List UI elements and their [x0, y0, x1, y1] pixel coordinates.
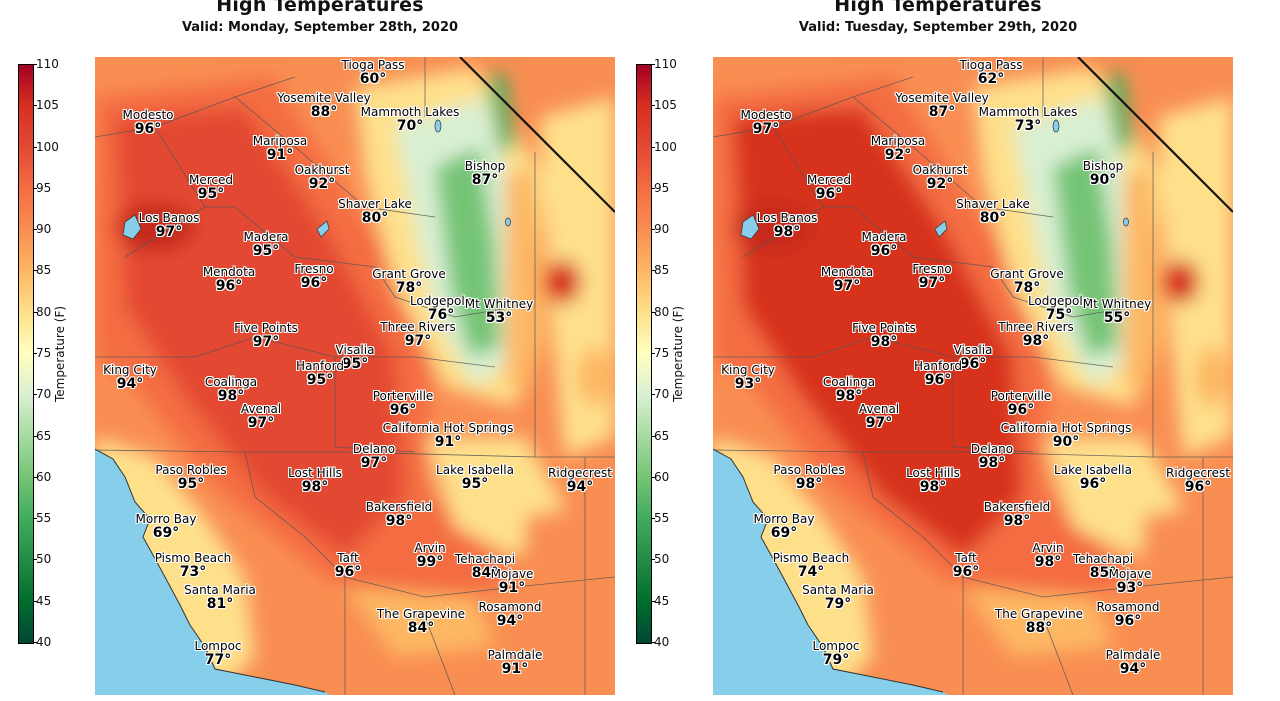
colorbar-tick-label: 45: [36, 593, 52, 608]
colorbar-tick-label: 95: [36, 180, 52, 195]
colorbar-tick-mark: [651, 311, 655, 313]
colorbar-tick-mark: [33, 270, 37, 272]
colorbar-tick-label: 100: [36, 139, 59, 154]
colorbar-tick-mark: [651, 105, 655, 107]
colorbar-tick-label: 40: [36, 635, 52, 649]
colorbar-tick-mark: [651, 146, 655, 148]
colorbar-tick-label: 60: [36, 469, 52, 484]
colorbar-tick-mark: [33, 146, 37, 148]
colorbar-tick-mark: [33, 518, 37, 520]
colorbar-tick-mark: [651, 187, 655, 189]
map-base: [713, 57, 1233, 695]
colorbar-tick-label: 45: [654, 593, 670, 608]
map-title: High Temperatures: [216, 0, 424, 16]
colorbar-tick-mark: [651, 476, 655, 478]
colorbar-tick-mark: [651, 642, 655, 643]
colorbar-tick-label: 90: [36, 222, 52, 237]
colorbar-tick-mark: [651, 435, 655, 437]
colorbar-tick-label: 75: [36, 346, 52, 360]
colorbar-label: Temperature (F): [671, 305, 685, 403]
colorbar-tick-mark: [33, 187, 37, 189]
map-base: [95, 57, 615, 695]
colorbar-label: Temperature (F): [53, 305, 67, 403]
colorbar-tick-label: 50: [36, 552, 52, 567]
colorbar-tick-mark: [33, 105, 37, 107]
colorbar-tick-mark: [651, 270, 655, 272]
colorbar-tick-label: 90: [654, 222, 670, 237]
colorbar-gradient: [636, 64, 652, 644]
temperature-map: Tioga Pass 62° Yosemite Valley 87° Mammoth L…: [713, 57, 1233, 695]
colorbar-tick-label: 70: [654, 387, 670, 402]
colorbar-tick-mark: [33, 476, 37, 478]
colorbar-tick-mark: [33, 229, 37, 231]
map-subtitle: Valid: Tuesday, September 29th, 2020: [798, 20, 1078, 35]
colorbar-tick-label: 85: [36, 263, 52, 278]
colorbar-tick-mark: [33, 600, 37, 602]
colorbar-tick-mark: [33, 559, 37, 561]
colorbar-tick-label: 75: [654, 346, 670, 360]
colorbar-tick-label: 110: [654, 57, 677, 71]
colorbar-tick-label: 105: [36, 98, 59, 113]
colorbar-tick-label: 40: [654, 635, 670, 649]
colorbar-tick-label: 110: [36, 57, 59, 71]
colorbar-tick-label: 70: [36, 387, 52, 402]
colorbar-tick-label: 85: [654, 263, 670, 278]
colorbar-tick-mark: [33, 394, 37, 396]
colorbar-tick-mark: [651, 394, 655, 396]
colorbar-tick-mark: [651, 600, 655, 602]
colorbar-tick-label: 55: [654, 511, 670, 526]
colorbar-tick-label: 50: [654, 552, 670, 567]
colorbar-tick-label: 100: [654, 139, 677, 154]
colorbar-tick-label: 65: [36, 428, 52, 443]
map-subtitle: Valid: Monday, September 28th, 2020: [181, 20, 459, 35]
colorbar-tick-label: 80: [36, 304, 52, 319]
colorbar-tick-mark: [33, 64, 37, 65]
colorbar: 110 105 100 95 90 85 80 75 70 65 60 55 50 45 40 Temper…: [634, 57, 694, 649]
colorbar-tick-label: 95: [654, 180, 670, 195]
map-title: High Temperatures: [834, 0, 1042, 16]
colorbar-tick-mark: [33, 311, 37, 313]
temperature-map: Tioga Pass 60° Yosemite Valley 88° Mammoth L…: [95, 57, 615, 695]
colorbar-tick-mark: [33, 642, 37, 643]
map-panel-tuesday: High Temperatures Valid: Tuesday, Septem…: [618, 0, 1258, 701]
colorbar-tick-label: 60: [654, 469, 670, 484]
colorbar-tick-label: 65: [654, 428, 670, 443]
colorbar: 110 105 100 95 90 85 80 75 70 65 60 55 50 45 40 Temper…: [16, 57, 76, 649]
colorbar-tick-mark: [651, 353, 655, 354]
colorbar-tick-label: 80: [654, 304, 670, 319]
map-panel-monday: High Temperatures Valid: Monday, Septemb…: [16, 0, 615, 695]
colorbar-tick-mark: [33, 353, 37, 354]
colorbar-tick-mark: [33, 435, 37, 437]
colorbar-tick-label: 105: [654, 98, 677, 113]
colorbar-gradient: [18, 64, 34, 644]
colorbar-tick-label: 55: [36, 511, 52, 526]
colorbar-tick-mark: [651, 518, 655, 520]
colorbar-tick-mark: [651, 229, 655, 231]
colorbar-tick-mark: [651, 64, 655, 65]
colorbar-tick-mark: [651, 559, 655, 561]
